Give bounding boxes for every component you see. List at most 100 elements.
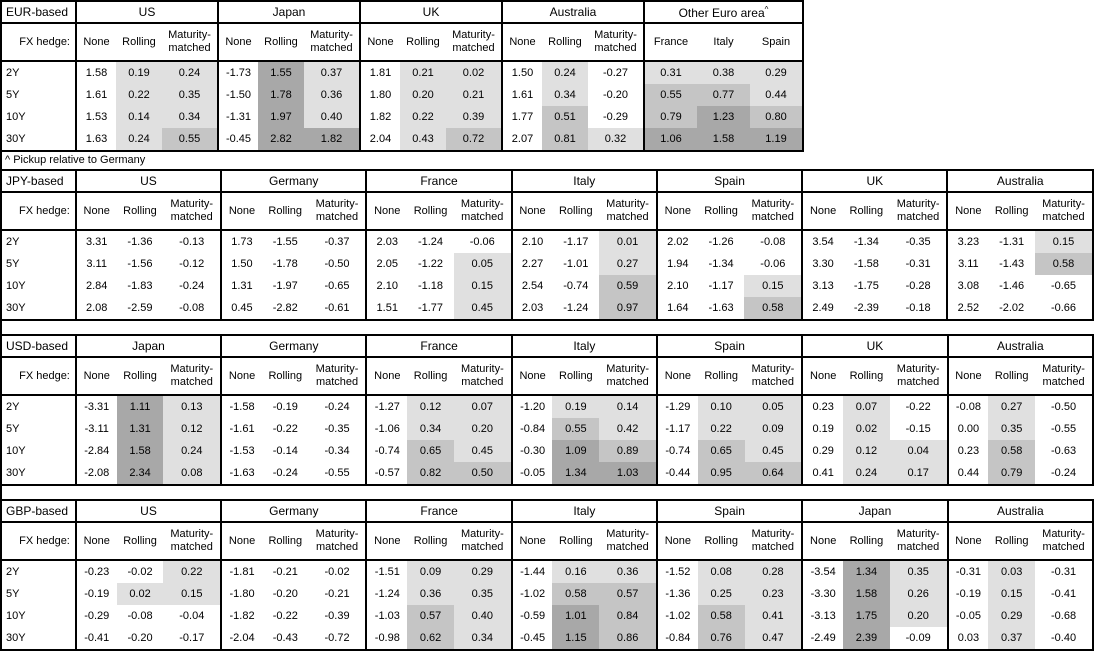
value-cell: 0.23	[801, 395, 844, 418]
value-cell: 2.27	[510, 253, 553, 275]
value-cell: 2.52	[946, 297, 989, 320]
value-cell: 0.45	[453, 440, 512, 462]
value-cell: 0.55	[643, 84, 697, 106]
value-cell: 0.24	[162, 61, 218, 84]
value-cell: -3.54	[801, 560, 844, 583]
value-cell: 1.80	[359, 84, 400, 106]
value-cell: 0.62	[407, 627, 454, 650]
country-group-header: US	[74, 500, 222, 523]
value-cell: 1.50	[220, 253, 262, 275]
value-cell: -0.20	[272, 588, 298, 600]
value-cell: -2.04	[220, 627, 262, 650]
value-cell: -0.06	[469, 236, 495, 248]
tenor-label: 30Y	[1, 627, 77, 650]
hedge-type-header: Rolling	[261, 192, 309, 231]
value-cell: -3.11	[74, 418, 117, 440]
value-cell: 0.44	[750, 84, 803, 106]
value-cell: -1.01	[563, 258, 589, 270]
value-cell: -0.41	[74, 627, 117, 650]
tenor-label: 10Y	[1, 605, 77, 627]
value-cell: 0.21	[400, 61, 446, 84]
tenor-label: 2Y	[1, 61, 77, 84]
value-cell: 0.29	[801, 440, 844, 462]
hedge-type-header: None	[510, 192, 553, 231]
value-cell: 0.07	[453, 395, 512, 418]
value-cell: 2.39	[843, 627, 890, 650]
value-cell: -1.58	[853, 258, 879, 270]
value-cell: 2.02	[655, 230, 698, 253]
value-cell: -1.53	[220, 440, 262, 462]
data-table: EUR-based US Japan UK Australia Other Euro ar…	[0, 0, 804, 152]
country-group-header: Italy	[510, 500, 657, 523]
hedge-type-header: None	[365, 192, 408, 231]
value-cell: -0.74	[563, 280, 589, 292]
value-cell: 1.58	[75, 61, 116, 84]
table-eur-based: EUR-based US Japan UK Australia Other Euro ar…	[0, 0, 1094, 152]
value-cell: -1.44	[510, 560, 553, 583]
value-cell: 2.03	[365, 230, 408, 253]
value-cell: 0.02	[446, 61, 502, 84]
value-cell: -0.22	[272, 610, 298, 622]
value-cell: 0.19	[116, 61, 162, 84]
hedge-type-header: Rolling	[988, 522, 1036, 561]
value-cell: 2.49	[801, 297, 843, 320]
value-cell: -0.05	[946, 605, 989, 627]
base-currency-label: EUR-based	[1, 1, 77, 24]
value-cell: 0.22	[697, 418, 745, 440]
hedge-type-header: Rolling	[400, 23, 446, 62]
value-cell: -0.06	[760, 258, 786, 270]
value-cell: 1.81	[359, 61, 400, 84]
value-cell: 0.40	[304, 106, 360, 128]
hedge-type-header: Maturity-matched	[1035, 192, 1093, 231]
tenor-label: 10Y	[1, 106, 77, 128]
value-cell: 0.22	[116, 84, 162, 106]
value-cell: 0.76	[697, 627, 745, 650]
footnote-pickup-relative-to-germany: ^ Pickup relative to Germany	[0, 152, 1094, 169]
hedge-type-header: None	[801, 192, 843, 231]
value-cell: -1.80	[220, 583, 262, 605]
table-usd-based: USD-based Japan Germany France Italy Spain UK A…	[0, 334, 1094, 486]
value-cell: 0.95	[697, 462, 745, 485]
hedge-type-header: None	[801, 522, 844, 561]
value-cell: -2.84	[74, 440, 117, 462]
value-cell: 0.44	[946, 462, 989, 485]
value-cell: 0.35	[453, 583, 512, 605]
value-cell: -1.34	[853, 236, 879, 248]
value-cell: 2.10	[655, 275, 698, 297]
tenor-label: 30Y	[1, 297, 77, 320]
country-group-header: Japan	[217, 1, 360, 24]
value-cell: -0.61	[324, 302, 350, 314]
value-cell: 0.12	[407, 395, 454, 418]
value-cell: -1.17	[563, 236, 589, 248]
value-cell: -1.26	[708, 236, 734, 248]
value-cell: 2.54	[510, 275, 553, 297]
value-cell: -0.17	[179, 632, 205, 644]
footnote-marker: ^	[764, 4, 769, 14]
country-group-header: Spain	[655, 170, 803, 193]
base-currency-label: JPY-based	[1, 170, 77, 193]
value-cell: 0.58	[552, 583, 600, 605]
hedge-type-header: Maturity-matched	[599, 522, 657, 561]
value-cell: -1.34	[708, 258, 734, 270]
value-cell: 0.22	[163, 560, 222, 583]
base-currency-label: GBP-based	[1, 500, 77, 523]
hedge-type-header: Rolling	[116, 23, 162, 62]
hedge-type-header: Maturity-matched	[308, 522, 367, 561]
hedge-type-header: None	[946, 522, 989, 561]
hedge-type-header: None	[74, 522, 117, 561]
value-cell: 0.12	[163, 418, 222, 440]
value-cell: -1.02	[510, 583, 553, 605]
value-cell: 0.15	[988, 583, 1036, 605]
value-cell: -0.65	[1050, 280, 1077, 292]
hedge-type-header: None	[510, 357, 553, 396]
value-cell: -2.39	[853, 302, 879, 314]
tenor-label: 5Y	[1, 583, 77, 605]
country-group-header: US	[74, 170, 222, 193]
hedge-type-header: Maturity-matched	[162, 23, 218, 62]
country-group-header: UK	[801, 170, 948, 193]
hedge-type-header: Maturity-matched	[163, 522, 222, 561]
value-cell: 0.77	[697, 84, 750, 106]
hedge-type-header: Maturity-matched	[453, 192, 512, 231]
hedge-type-header: None	[946, 357, 989, 396]
value-cell: 2.82	[258, 128, 304, 151]
